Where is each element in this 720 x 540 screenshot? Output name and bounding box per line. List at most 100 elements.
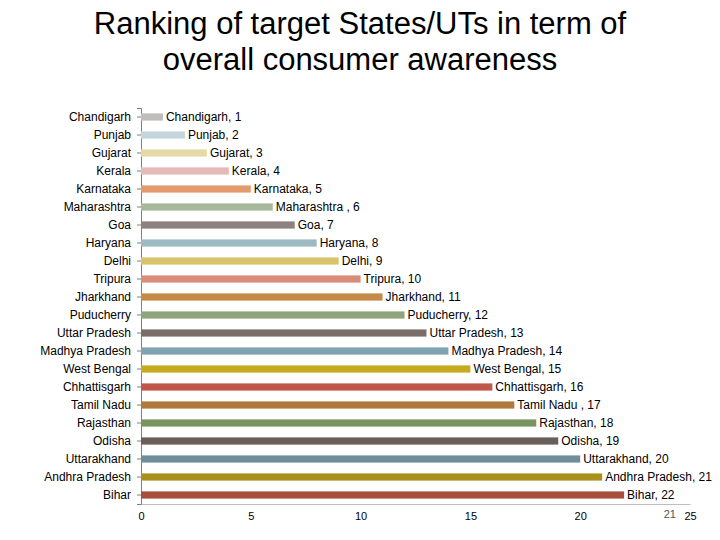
x-tick-label: 0 (138, 510, 144, 522)
y-tick-mark (137, 207, 141, 208)
y-tick: Chandigarh (69, 110, 141, 124)
bar (141, 293, 383, 300)
data-label: Tamil Nadu , 17 (517, 398, 601, 412)
bar (141, 113, 163, 120)
y-tick-mark (137, 351, 141, 352)
x-tick-label: 10 (355, 510, 367, 522)
annotation: 21 (664, 508, 676, 520)
data-label: Tripura, 10 (364, 272, 422, 286)
x-tick-label: 15 (465, 510, 477, 522)
data-label: Haryana, 8 (320, 236, 379, 250)
chart: Ranking of target States/UTs in term ofo… (0, 0, 720, 540)
x-tick: 10 (355, 504, 367, 522)
y-tick-mark (137, 135, 141, 136)
bar (141, 401, 514, 408)
x-tick: 20 (575, 504, 587, 522)
y-tick: Jharkhand (75, 290, 141, 304)
y-tick-label: Tripura (93, 272, 131, 286)
x-tick-label: 5 (248, 510, 254, 522)
bar (141, 419, 536, 426)
y-tick-label: Jharkhand (75, 290, 131, 304)
y-tick: Gujarat (92, 146, 141, 160)
x-tick: 25 (684, 504, 696, 522)
bar (141, 365, 470, 372)
y-tick-mark (137, 189, 141, 190)
y-tick-label: Tamil Nadu (71, 398, 131, 412)
data-label: Odisha, 19 (561, 434, 619, 448)
x-axis-line (142, 504, 691, 505)
data-label: Chhattisgarh, 16 (495, 380, 583, 394)
data-label: Uttar Pradesh, 13 (429, 326, 523, 340)
y-tick: Andhra Pradesh (44, 470, 141, 484)
y-tick-mark (137, 225, 141, 226)
y-tick-mark (137, 495, 141, 496)
y-tick-label: Chhattisgarh (63, 380, 131, 394)
y-tick: Chhattisgarh (63, 380, 141, 394)
bar (141, 473, 602, 480)
data-label: Chandigarh, 1 (166, 110, 242, 124)
y-tick: Karnataka (76, 182, 141, 196)
y-tick: Madhya Pradesh (40, 344, 141, 358)
y-tick-label: Bihar (103, 488, 131, 502)
y-axis: Chandigarh Punjab Gujarat Kerala Karnataka Ma… (40, 109, 141, 505)
y-tick-label: Puducherry (70, 308, 131, 322)
y-tick-label: Rajasthan (77, 416, 131, 430)
y-tick-label: Madhya Pradesh (40, 344, 131, 358)
bar (141, 149, 207, 156)
y-axis-line (137, 109, 142, 505)
y-tick-mark (137, 477, 141, 478)
y-tick-mark (137, 459, 141, 460)
y-tick-label: Chandigarh (69, 110, 131, 124)
y-tick: Maharashtra (64, 200, 141, 214)
bar (141, 221, 295, 228)
y-tick-mark (137, 387, 141, 388)
bar (141, 329, 426, 336)
y-tick: Uttar Pradesh (57, 326, 141, 340)
y-tick: Uttarakhand (66, 452, 141, 466)
data-label: Jharkhand, 11 (386, 290, 461, 304)
y-tick-mark (137, 423, 141, 424)
data-labels: Chandigarh, 1Punjab, 2Gujarat, 3Kerala, … (166, 110, 712, 502)
title: Ranking of target States/UTs in term ofo… (94, 6, 627, 77)
y-tick-label: Goa (108, 218, 131, 232)
x-tick: 5 (248, 504, 254, 522)
y-tick: Puducherry (70, 308, 141, 322)
data-label: West Bengal, 15 (473, 362, 561, 376)
y-tick-mark (137, 243, 141, 244)
title-line: Ranking of target States/UTs in term of (94, 6, 627, 41)
bar (141, 131, 185, 138)
x-tick: 0 (138, 504, 144, 522)
y-tick: Punjab (94, 128, 141, 142)
bar (141, 185, 251, 192)
data-label: Karnataka, 5 (254, 182, 322, 196)
y-tick: Haryana (86, 236, 141, 250)
bar (141, 311, 405, 318)
y-tick-label: Andhra Pradesh (44, 470, 131, 484)
y-tick-label: Odisha (93, 434, 131, 448)
y-tick: Goa (108, 218, 141, 232)
data-label: Kerala, 4 (232, 164, 280, 178)
y-tick-mark (137, 297, 141, 298)
data-label: Punjab, 2 (188, 128, 239, 142)
data-label: Andhra Pradesh, 21 (605, 470, 712, 484)
data-label: Maharashtra , 6 (276, 200, 360, 214)
bars (141, 113, 624, 498)
bar (141, 437, 558, 444)
y-tick: Kerala (96, 164, 141, 178)
bar (141, 491, 624, 498)
y-tick-label: Maharashtra (64, 200, 132, 214)
y-tick-label: Gujarat (92, 146, 132, 160)
data-label: Rajasthan, 18 (539, 416, 613, 430)
y-tick-mark (137, 369, 141, 370)
y-tick-mark (137, 117, 141, 118)
bar (141, 383, 492, 390)
plot: 0 5 10 15 20 25 Chandigarh Punjab Gujarat Kerala K… (40, 109, 712, 522)
data-label: Uttarakhand, 20 (583, 452, 669, 466)
title-line: overall consumer awareness (163, 42, 558, 77)
y-tick-label: Punjab (94, 128, 132, 142)
data-label: Bihar, 22 (627, 488, 675, 502)
y-tick-mark (137, 441, 141, 442)
y-tick-label: Delhi (104, 254, 131, 268)
y-tick-label: Haryana (86, 236, 132, 250)
data-label: Delhi, 9 (342, 254, 383, 268)
